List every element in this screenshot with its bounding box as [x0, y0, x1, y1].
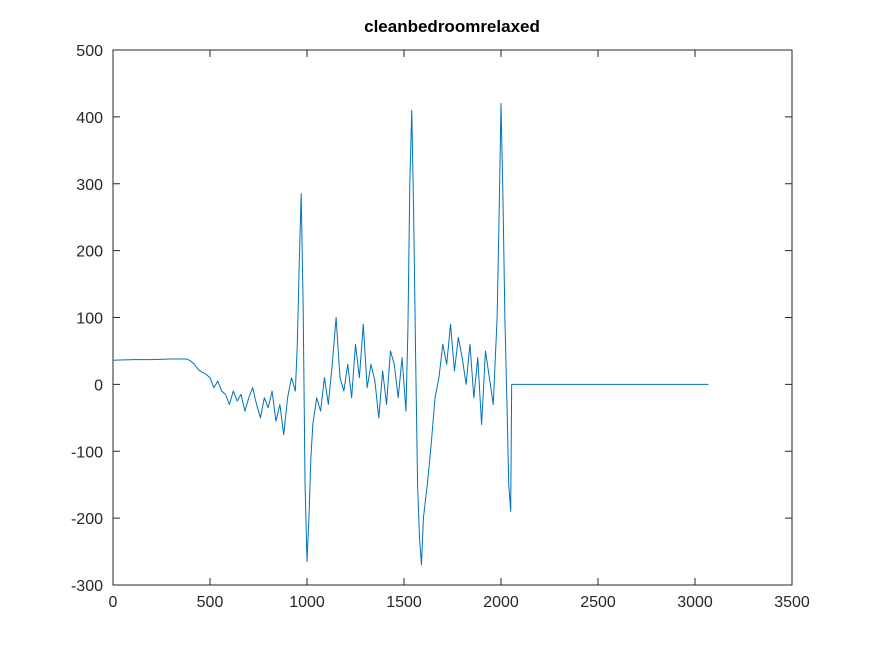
x-tick-label: 500	[197, 594, 224, 611]
y-tick-label: -100	[71, 444, 103, 461]
y-tick-label: 400	[76, 110, 103, 127]
x-tick-label: 2000	[483, 594, 519, 611]
y-tick-label: 100	[76, 311, 103, 328]
x-tick-label: 1000	[289, 594, 325, 611]
x-tick-label: 0	[109, 594, 118, 611]
y-tick-label: -300	[71, 578, 103, 595]
y-tick-label: 200	[76, 244, 103, 261]
plot-frame	[112, 49, 793, 586]
y-tick-label: -200	[71, 511, 103, 528]
chart-title: cleanbedroomrelaxed	[364, 17, 540, 36]
x-tick-label: 1500	[386, 594, 422, 611]
data-line	[112, 103, 709, 566]
x-tick-label: 2500	[580, 594, 616, 611]
x-tick-label: 3500	[774, 594, 810, 611]
x-tick-label: 3000	[677, 594, 713, 611]
y-tick-label: 0	[94, 377, 103, 394]
y-tick-label: 500	[76, 43, 103, 60]
y-tick-label: 300	[76, 177, 103, 194]
